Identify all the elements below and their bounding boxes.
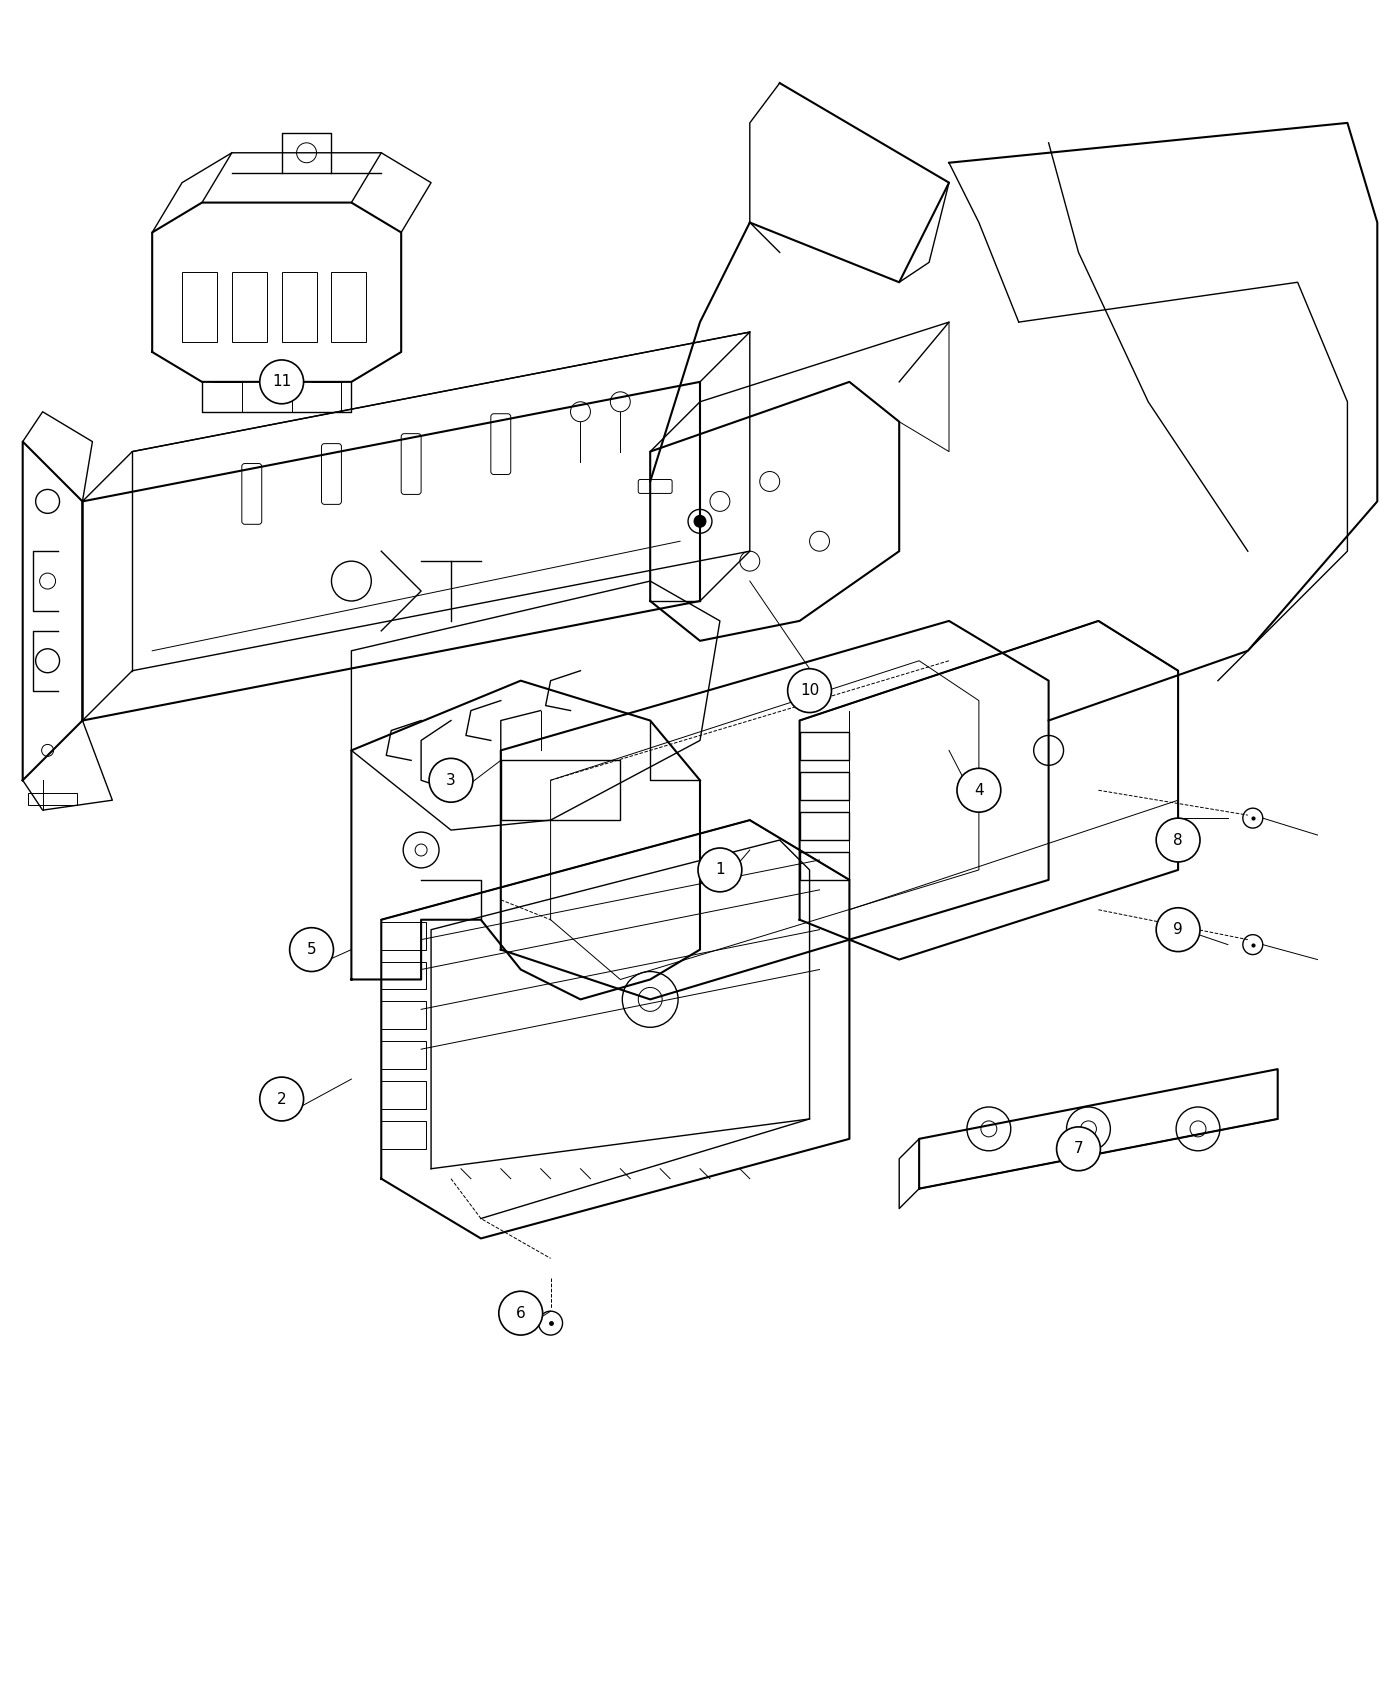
Circle shape	[1081, 1120, 1096, 1137]
Text: 4: 4	[974, 782, 984, 797]
Text: 11: 11	[272, 374, 291, 389]
Bar	[332, 272, 367, 342]
Circle shape	[699, 848, 742, 892]
Circle shape	[571, 401, 591, 422]
Text: 2: 2	[277, 1091, 287, 1107]
Bar	[381, 1120, 426, 1149]
Circle shape	[1190, 1120, 1205, 1137]
Circle shape	[39, 573, 56, 588]
Text: 3: 3	[447, 774, 456, 787]
Bar	[281, 272, 316, 342]
Bar	[799, 852, 850, 881]
Circle shape	[809, 532, 829, 551]
Circle shape	[290, 928, 333, 971]
Circle shape	[498, 1292, 543, 1334]
Bar	[799, 772, 850, 801]
Circle shape	[1067, 1107, 1110, 1151]
FancyBboxPatch shape	[402, 434, 421, 495]
Circle shape	[1243, 935, 1263, 955]
Text: 10: 10	[799, 683, 819, 699]
Circle shape	[1156, 818, 1200, 862]
Circle shape	[967, 1107, 1011, 1151]
Circle shape	[638, 988, 662, 1012]
Bar	[28, 794, 77, 806]
Circle shape	[35, 490, 60, 513]
Circle shape	[694, 515, 706, 527]
Bar	[182, 272, 217, 342]
Circle shape	[1033, 736, 1064, 765]
Text: 6: 6	[515, 1306, 525, 1321]
Circle shape	[403, 831, 440, 869]
FancyBboxPatch shape	[638, 479, 672, 493]
Circle shape	[1243, 808, 1263, 828]
Circle shape	[1176, 1107, 1219, 1151]
Circle shape	[260, 1078, 304, 1120]
Bar	[381, 1001, 426, 1028]
Bar	[232, 272, 267, 342]
Text: 1: 1	[715, 862, 725, 877]
Circle shape	[260, 360, 304, 405]
Text: 9: 9	[1173, 921, 1183, 937]
FancyBboxPatch shape	[242, 464, 262, 524]
Circle shape	[42, 745, 53, 756]
Circle shape	[958, 768, 1001, 813]
Text: 8: 8	[1173, 833, 1183, 848]
Text: 5: 5	[307, 942, 316, 957]
Circle shape	[297, 143, 316, 163]
Circle shape	[623, 971, 678, 1027]
Circle shape	[539, 1311, 563, 1334]
Text: 7: 7	[1074, 1141, 1084, 1156]
Circle shape	[332, 561, 371, 602]
Circle shape	[981, 1120, 997, 1137]
Circle shape	[35, 649, 60, 673]
Circle shape	[1057, 1127, 1100, 1171]
Circle shape	[1156, 908, 1200, 952]
FancyBboxPatch shape	[491, 413, 511, 474]
Circle shape	[760, 471, 780, 491]
FancyBboxPatch shape	[322, 444, 342, 505]
Bar	[381, 962, 426, 989]
Circle shape	[788, 668, 832, 712]
Bar	[501, 760, 620, 819]
Circle shape	[710, 491, 729, 512]
Bar	[381, 1081, 426, 1108]
Bar	[799, 733, 850, 760]
Circle shape	[416, 843, 427, 857]
Circle shape	[687, 510, 713, 534]
Circle shape	[428, 758, 473, 802]
Circle shape	[739, 551, 760, 571]
Bar	[381, 1040, 426, 1069]
Bar	[799, 813, 850, 840]
Bar	[381, 921, 426, 950]
Circle shape	[610, 391, 630, 411]
